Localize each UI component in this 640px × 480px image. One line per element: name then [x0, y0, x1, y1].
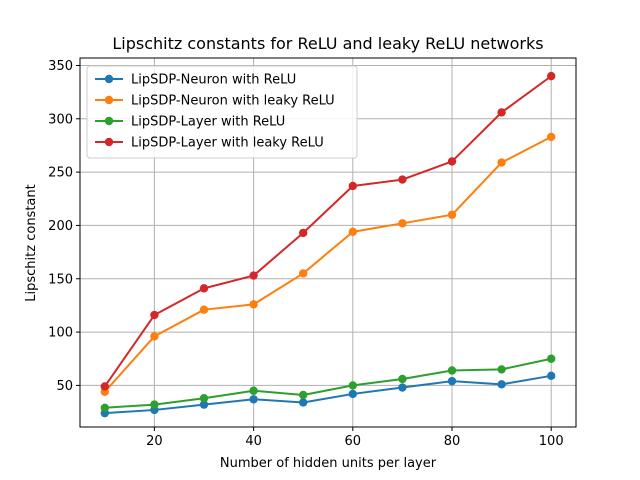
y-tick-label: 250 — [48, 166, 73, 181]
legend-marker — [104, 74, 114, 84]
y-tick-label: 50 — [56, 379, 73, 394]
legend-label: LipSDP-Neuron with ReLU — [131, 73, 296, 88]
series-line — [104, 374, 552, 415]
data-point — [348, 227, 357, 237]
data-point — [150, 310, 159, 320]
data-point — [348, 389, 357, 399]
legend-box — [86, 65, 358, 159]
series-3 — [100, 354, 556, 413]
legend-item: LipSDP-Neuron with leaky ReLU — [95, 94, 335, 109]
series-line — [104, 136, 552, 393]
legend-marker — [104, 95, 114, 105]
data-point — [348, 381, 357, 390]
legend: LipSDP-Neuron with ReLU LipSDP-Neuron wit… — [86, 65, 358, 159]
data-point — [398, 374, 407, 384]
data-point — [447, 157, 457, 166]
series-line — [103, 75, 552, 388]
data-point — [199, 400, 209, 409]
plot-frame — [79, 57, 577, 428]
x-tick-label: 20 — [146, 434, 163, 449]
data-point — [199, 284, 209, 293]
data-point — [299, 398, 308, 407]
y-tick-label: 350 — [48, 59, 73, 74]
y-tick-label: 300 — [48, 112, 73, 127]
data-point — [447, 210, 457, 219]
legend-marker — [104, 137, 114, 147]
series-1 — [100, 371, 556, 418]
data-point — [299, 390, 308, 400]
x-tick-label: 100 — [539, 434, 564, 449]
data-point — [547, 371, 556, 381]
data-point — [299, 228, 308, 238]
data-point — [150, 400, 159, 409]
axis-ticks: 20 40 60 80 100 50 100 150 200 250 300 350 — [48, 59, 563, 449]
series-line — [104, 357, 552, 409]
series-4 — [100, 71, 556, 391]
legend-label: LipSDP-Neuron with leaky ReLU — [131, 94, 335, 109]
data-point — [199, 305, 209, 314]
data-point — [398, 383, 407, 392]
legend-item: LipSDP-Neuron with ReLU — [95, 73, 296, 88]
data-point — [497, 380, 506, 389]
series-layer — [100, 71, 556, 418]
series-2 — [100, 132, 556, 397]
legend-label: LipSDP-Layer with ReLU — [131, 115, 285, 130]
x-tick-label: 60 — [345, 434, 362, 449]
data-point — [547, 132, 556, 142]
data-point — [299, 269, 308, 278]
data-point — [547, 71, 556, 81]
y-tick-label: 200 — [48, 219, 73, 234]
data-point — [249, 300, 258, 309]
y-tick-label: 100 — [48, 326, 73, 341]
legend-label: LipSDP-Layer with leaky ReLU — [131, 136, 324, 151]
x-axis-label: Number of hidden units per layer — [220, 456, 437, 471]
data-point — [100, 382, 110, 391]
legend-marker — [104, 116, 114, 126]
y-tick-label: 150 — [48, 272, 73, 287]
data-point — [447, 376, 457, 386]
data-point — [547, 354, 556, 363]
data-point — [150, 332, 159, 341]
data-point — [249, 395, 258, 404]
data-point — [100, 403, 110, 413]
data-point — [199, 394, 209, 403]
data-point — [398, 219, 407, 228]
data-point — [348, 181, 357, 191]
chart-title: Lipschitz constants for ReLU and leaky R… — [112, 34, 543, 53]
data-point — [398, 175, 407, 184]
data-point — [497, 108, 506, 117]
legend-item: LipSDP-Layer with leaky ReLU — [95, 136, 324, 151]
data-point — [497, 158, 506, 167]
legend-item: LipSDP-Layer with ReLU — [95, 115, 285, 130]
data-point — [249, 271, 258, 280]
data-point — [447, 366, 457, 375]
y-axis-label: Lipschitz constant — [24, 184, 39, 301]
x-tick-label: 40 — [245, 434, 262, 449]
x-tick-label: 80 — [444, 434, 461, 449]
data-point — [249, 386, 258, 395]
data-point — [497, 365, 506, 374]
